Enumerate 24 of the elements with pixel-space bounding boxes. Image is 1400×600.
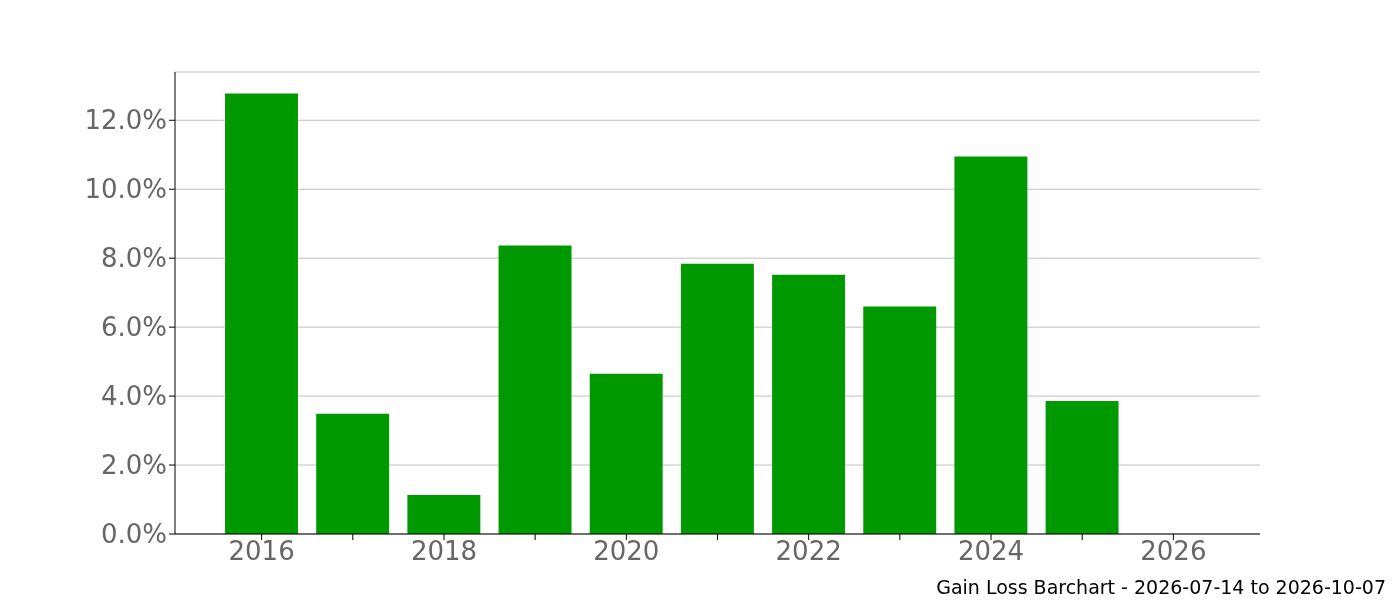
bar <box>316 413 390 534</box>
bar <box>772 274 846 534</box>
x-tick-label: 2018 <box>410 536 478 567</box>
text: Gain Loss Barchart - 2026-07-14 to 2026-10-07 <box>936 576 1386 598</box>
x-tick-label: 2024 <box>957 536 1025 567</box>
bar <box>407 495 481 534</box>
bar <box>863 306 937 534</box>
y-tick-label: 2.0% <box>100 450 167 481</box>
x-tick-label: 2022 <box>775 536 842 567</box>
bar <box>954 156 1028 534</box>
y-tick-label: 0.0% <box>100 519 167 550</box>
bar <box>498 245 572 534</box>
bar <box>225 93 298 534</box>
bar <box>1045 400 1119 534</box>
y-tick-label: 6.0% <box>100 312 167 343</box>
bar <box>680 263 754 534</box>
x-tick-label: 2026 <box>1140 536 1207 567</box>
x-tick-label: 2016 <box>228 536 295 567</box>
y-tick-label: 8.0% <box>100 243 167 274</box>
y-tick-label: 12.0% <box>84 105 167 136</box>
x-tick-label: 2020 <box>593 536 660 567</box>
y-tick-label: 4.0% <box>100 381 167 412</box>
bar <box>589 373 663 534</box>
y-tick-label: 10.0% <box>84 174 167 205</box>
